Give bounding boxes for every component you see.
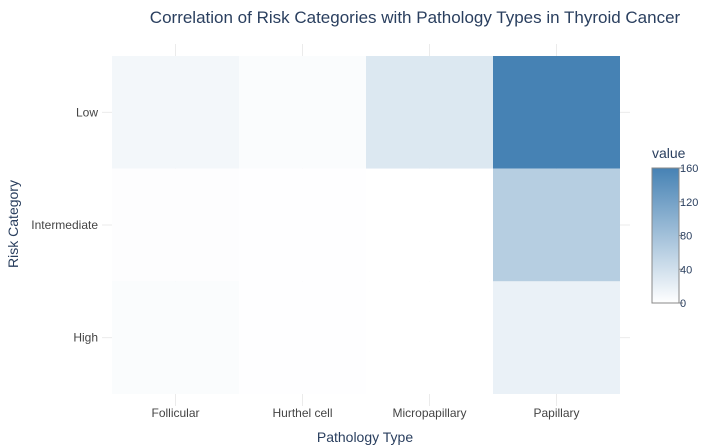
heatmap-cell-intermediate-hurthel-cell — [239, 168, 366, 282]
x-tick-label: Follicular — [151, 406, 199, 420]
heatmap-cells — [112, 56, 620, 394]
y-tick-labels: Low Intermediate High — [31, 105, 98, 344]
chart-title: Correlation of Risk Categories with Path… — [150, 8, 681, 27]
heatmap-cell-intermediate-papillary — [493, 168, 620, 282]
colorbar-title: value — [652, 145, 686, 161]
x-tick-label: Papillary — [533, 406, 579, 420]
colorbar-tick-label: 40 — [680, 264, 692, 276]
heatmap-cell-low-follicular — [112, 56, 239, 169]
colorbar-tick-label: 0 — [680, 298, 686, 310]
heatmap-cell-high-micropapillary — [366, 281, 493, 394]
x-tick-label: Hurthel cell — [272, 406, 332, 420]
colorbar: value 0 40 80 120 160 — [651, 145, 698, 310]
colorbar-gradient — [651, 167, 680, 304]
heatmap-cell-high-papillary — [493, 281, 620, 394]
heatmap-cell-low-papillary — [493, 56, 620, 169]
colorbar-tick-label: 80 — [680, 231, 692, 243]
colorbar-tick-label: 120 — [680, 197, 698, 209]
heatmap-cell-low-micropapillary — [366, 56, 493, 169]
y-tick-label: Intermediate — [31, 218, 98, 232]
y-tick-label: High — [73, 331, 98, 345]
y-tick-label: Low — [76, 105, 98, 119]
x-tick-labels: Follicular Hurthel cell Micropapillary Papi… — [151, 406, 579, 420]
x-axis-title: Pathology Type — [317, 429, 413, 445]
heatmap-cell-intermediate-micropapillary — [366, 168, 493, 282]
x-tick-label: Micropapillary — [392, 406, 466, 420]
colorbar-tick-label: 160 — [680, 163, 698, 175]
y-axis-title: Risk Category — [5, 180, 21, 268]
heatmap-cell-intermediate-follicular — [112, 168, 239, 282]
heatmap-cell-high-hurthel-cell — [239, 281, 366, 394]
heatmap-cell-low-hurthel-cell — [239, 56, 366, 169]
heatmap-cell-high-follicular — [112, 281, 239, 394]
